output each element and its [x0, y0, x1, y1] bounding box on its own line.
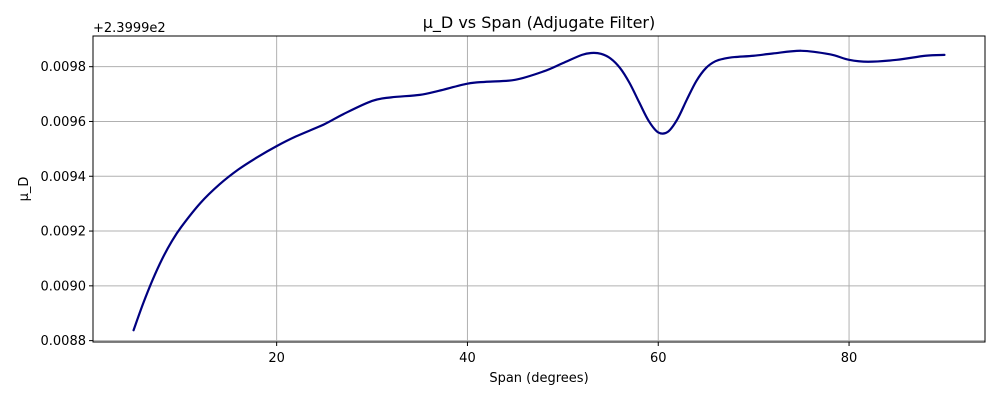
plot-frame	[92, 35, 986, 343]
series-line	[132, 49, 946, 332]
y-tick-label: 0.0088	[41, 334, 87, 349]
grid	[93, 36, 985, 342]
x-axis-label: Span (degrees)	[489, 371, 588, 386]
x-tick-label: 20	[268, 351, 285, 366]
y-tick-label: 0.0092	[41, 225, 87, 240]
y-offset-label: +2.3999e2	[93, 21, 166, 36]
x-tick-label: 80	[841, 351, 858, 366]
y-tick-label: 0.0090	[41, 279, 87, 294]
x-tick-label: 40	[459, 351, 476, 366]
series-layer	[132, 49, 946, 332]
y-tick-label: 0.0098	[41, 60, 87, 75]
chart-title: μ_D vs Span (Adjugate Filter)	[423, 13, 656, 33]
y-tick-label: 0.0094	[41, 170, 87, 185]
x-tick-label: 60	[650, 351, 667, 366]
y-tick-label: 0.0096	[41, 115, 87, 130]
y-axis-label: μ_D	[17, 177, 32, 202]
ticks: 20 40 60 80 0.0088 0.0090 0.0092 0.0094 0.0096 0.…	[41, 60, 858, 366]
